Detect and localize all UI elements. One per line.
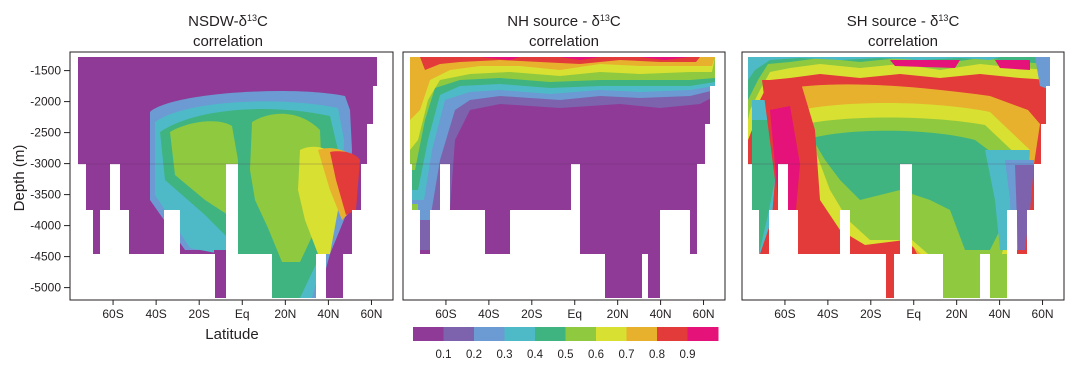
- panel-title-3: SH source - δ13C correlation: [847, 13, 960, 50]
- x-tick-label: 40S: [817, 307, 838, 321]
- colorbar-swatch: [474, 327, 505, 341]
- x-tick-label: 40N: [317, 307, 339, 321]
- colorbar-tick-label: 0.2: [466, 349, 482, 361]
- panel-1-x-ticks: 60S 40S 20S Eq 20N 40N 60N: [102, 300, 382, 321]
- x-tick-label: 60S: [435, 307, 456, 321]
- p3-level-1.0-south: [770, 106, 800, 220]
- y-tick-label: -3500: [30, 188, 61, 202]
- panel-1-title-line1: NSDW-δ13C: [188, 13, 268, 30]
- panel-1-field: [78, 57, 377, 298]
- panel-3-frame: [741, 51, 1065, 301]
- colorbar-swatch: [657, 327, 688, 341]
- colorbar-swatch: [413, 327, 444, 341]
- colorbar-swatch: [443, 327, 475, 341]
- x-tick-label: 60S: [774, 307, 795, 321]
- x-tick-label: Eq: [567, 307, 582, 321]
- panel-1-title-line2: correlation: [193, 33, 263, 50]
- colorbar-tick-label: 0.3: [497, 349, 513, 361]
- colorbar-tick-label: 0.9: [680, 349, 696, 361]
- colorbar-tick-label: 0.4: [527, 349, 544, 361]
- x-tick-label: 20S: [521, 307, 542, 321]
- x-axis-title: Latitude: [205, 326, 258, 343]
- x-tick-label: Eq: [906, 307, 921, 321]
- p3-level-0.6-column-b: [990, 254, 1007, 298]
- panel-3-title-line2: correlation: [868, 33, 938, 50]
- y-tick-label: -3000: [30, 157, 61, 171]
- p3-level-0.4-top: [748, 57, 1000, 80]
- panel-sh-source: 60S 40S 20S Eq 20N 40N 60N: [741, 51, 1065, 321]
- colorbar-tick-label: 0.6: [588, 349, 604, 361]
- y-tick-label: -4000: [30, 219, 61, 233]
- x-tick-label: Eq: [235, 307, 250, 321]
- colorbar-tick-label: 0.5: [558, 349, 574, 361]
- x-tick-label: 20N: [607, 307, 629, 321]
- panel-2-title-line1: NH source - δ13C: [507, 13, 621, 30]
- panel-3-field: [748, 57, 1050, 298]
- colorbar-swatch: [626, 327, 658, 341]
- p3-level-0.5: [812, 130, 1015, 250]
- panel-2-frame: [402, 51, 726, 301]
- colorbar-swatch: [535, 327, 566, 341]
- p2-level-0.2: [410, 57, 715, 250]
- panel-1-frame: [69, 51, 394, 301]
- x-tick-label: 40S: [145, 307, 166, 321]
- p3-level-0.9-column: [886, 250, 894, 298]
- y-axis-ticks: -1500 -2000 -2500 -3000 -3500 -4000 -4500 -5000: [30, 64, 70, 295]
- x-tick-label: 60N: [360, 307, 382, 321]
- panel-2-field: [410, 57, 715, 298]
- p1-level-0.6-a: [170, 121, 238, 215]
- x-tick-label: 60N: [693, 307, 715, 321]
- p2-level-1.0: [480, 57, 690, 60]
- colorbar-swatch: [504, 327, 536, 341]
- panel-2-x-ticks: 60S 40S 20S Eq 20N 40N 60N: [435, 300, 715, 321]
- x-tick-label: 20N: [946, 307, 968, 321]
- x-tick-label: 40N: [989, 307, 1011, 321]
- p2-level-0.9: [420, 57, 700, 70]
- p2-level-0.3: [410, 57, 715, 220]
- x-tick-label: 40N: [650, 307, 672, 321]
- y-tick-label: -4500: [30, 250, 61, 264]
- y-tick-label: -2000: [30, 95, 61, 109]
- panel-3-title-line1: SH source - δ13C: [847, 13, 960, 30]
- colorbar-tick-label: 0.1: [436, 349, 452, 361]
- panel-title-2: NH source - δ13C correlation: [507, 13, 621, 50]
- y-tick-label: -2500: [30, 126, 61, 140]
- panel-nh-source: 60S 40S 20S Eq 20N 40N 60N: [402, 51, 726, 321]
- colorbar-tick-label: 0.7: [619, 349, 635, 361]
- colorbar-tick-label: 0.8: [649, 349, 665, 361]
- panel-2-title-line2: correlation: [529, 33, 599, 50]
- colorbar: 0.1 0.2 0.3 0.4 0.5 0.6 0.7 0.8 0.9: [413, 327, 719, 361]
- y-tick-label: -1500: [30, 64, 61, 78]
- x-tick-label: 20N: [274, 307, 296, 321]
- y-axis-title: Depth (m): [11, 145, 28, 212]
- colorbar-swatch: [687, 327, 719, 341]
- p2-level-0.6-column: [410, 204, 418, 254]
- x-tick-label: 40S: [478, 307, 499, 321]
- x-tick-label: 20S: [860, 307, 881, 321]
- p3-level-0.2: [1015, 165, 1034, 250]
- panel-title-1: NSDW-δ13C correlation: [188, 13, 268, 50]
- p3-level-0.3-edge: [1035, 57, 1050, 90]
- x-tick-label: 60N: [1032, 307, 1054, 321]
- panel-3-x-ticks: 60S 40S 20S Eq 20N 40N 60N: [774, 300, 1054, 321]
- x-tick-label: 60S: [102, 307, 123, 321]
- p3-level-1.0-top: [890, 60, 1030, 70]
- p1-level-0.1-column: [214, 250, 226, 298]
- y-tick-label: -5000: [30, 281, 61, 295]
- p3-level-0.6-column-a: [943, 254, 980, 298]
- colorbar-swatch: [565, 327, 597, 341]
- p1-level-0.9: [330, 151, 360, 215]
- colorbar-swatch: [596, 327, 627, 341]
- panel-nsdw: 60S 40S 20S Eq 20N 40N 60N: [69, 51, 394, 321]
- x-tick-label: 20S: [189, 307, 210, 321]
